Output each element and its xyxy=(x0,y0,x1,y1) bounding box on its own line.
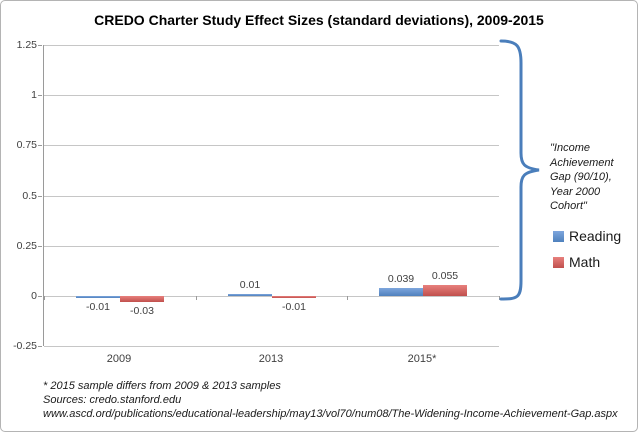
plot-area: -0.01 -0.03 0.01 -0.01 0.039 0.055 xyxy=(43,45,500,347)
x-axis-label-2013: 2013 xyxy=(258,353,284,365)
y-axis-label: 0.75 xyxy=(16,139,37,151)
bar-math-2013 xyxy=(272,296,316,298)
y-axis-tick xyxy=(38,95,42,96)
legend: Reading Math xyxy=(553,228,621,280)
footnote-url: www.ascd.ord/publications/educational-le… xyxy=(43,408,618,420)
data-label-math-2009: -0.03 xyxy=(130,305,154,317)
curly-brace-annotation xyxy=(499,39,540,301)
y-axis-tick xyxy=(38,45,42,46)
x-axis-tick xyxy=(196,296,197,300)
gridline-1 xyxy=(44,95,499,96)
x-axis-tick xyxy=(44,296,45,300)
y-axis-tick xyxy=(38,346,42,347)
legend-item-reading: Reading xyxy=(553,228,621,244)
y-axis-tick xyxy=(38,246,42,247)
gridline-0.25 xyxy=(44,246,499,247)
gridline--0.25 xyxy=(44,346,499,347)
data-label-math-2015: 0.055 xyxy=(431,270,459,282)
annotation-income-achievement-gap: "Income Achievement Gap (90/10), Year 20… xyxy=(550,142,614,212)
legend-label-math: Math xyxy=(569,254,601,270)
x-axis-tick xyxy=(499,296,500,300)
bar-reading-2009 xyxy=(76,296,120,298)
y-axis-label: 1 xyxy=(31,89,37,101)
chart-title: CREDO Charter Study Effect Sizes (standa… xyxy=(94,12,544,28)
legend-label-reading: Reading xyxy=(569,228,622,244)
footnote-sample-note: * 2015 sample differs from 2009 & 2013 s… xyxy=(43,380,281,392)
y-axis-tick xyxy=(38,296,42,297)
x-axis-label-2015: 2015* xyxy=(407,353,437,365)
bar-reading-2015 xyxy=(379,288,423,296)
y-axis-label: 0 xyxy=(31,290,37,302)
bar-math-2015 xyxy=(423,285,467,296)
y-axis-label: 1.25 xyxy=(16,39,37,51)
curly-brace-path xyxy=(499,39,540,301)
legend-item-math: Math xyxy=(553,254,621,270)
bar-reading-2013 xyxy=(228,294,272,296)
data-label-reading-2009: -0.01 xyxy=(86,301,110,313)
footnote-sources: Sources: credo.stanford.edu xyxy=(43,394,182,406)
gridline-0 xyxy=(44,296,499,297)
y-axis-label: 0.25 xyxy=(16,240,37,252)
x-axis-tick xyxy=(347,296,348,300)
legend-swatch-math xyxy=(553,256,564,268)
y-axis-label: 0.5 xyxy=(22,190,37,202)
data-label-reading-2015: 0.039 xyxy=(387,273,415,285)
x-axis-label-2009: 2009 xyxy=(106,353,132,365)
footnotes: * 2015 sample differs from 2009 & 2013 s… xyxy=(43,379,618,421)
bar-math-2009 xyxy=(120,296,164,302)
gridline-0.5 xyxy=(44,196,499,197)
gridline-1.25 xyxy=(44,45,499,46)
gridline-0.75 xyxy=(44,145,499,146)
legend-swatch-reading xyxy=(553,230,564,242)
y-axis-label: -0.25 xyxy=(13,340,37,352)
y-axis-tick xyxy=(38,145,42,146)
data-label-reading-2013: 0.01 xyxy=(239,279,261,291)
data-label-math-2013: -0.01 xyxy=(282,301,306,313)
y-axis-tick xyxy=(38,196,42,197)
